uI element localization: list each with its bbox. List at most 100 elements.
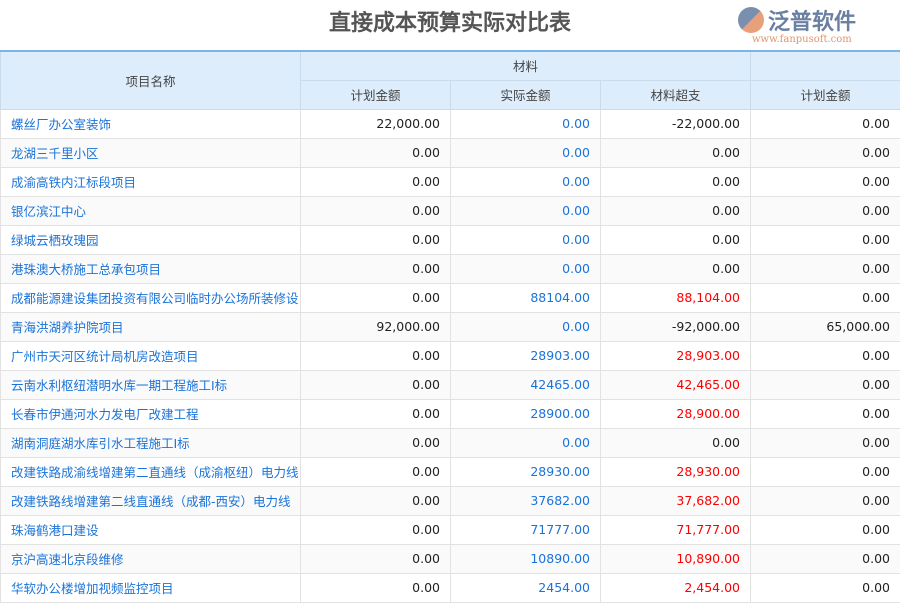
project-name-link[interactable]: 绿城云栖玫瑰园 (1, 225, 301, 254)
header-plan-amount[interactable]: 计划金额 (301, 80, 451, 109)
overrun-cell: 10,890.00 (601, 544, 751, 573)
actual-amount-cell: 0.00 (451, 167, 601, 196)
overrun-cell: 0.00 (601, 225, 751, 254)
actual-amount-cell: 0.00 (451, 196, 601, 225)
overrun-cell: 0.00 (601, 167, 751, 196)
plan-amount-2-cell: 0.00 (751, 399, 900, 428)
project-name-link[interactable]: 长春市伊通河水力发电厂改建工程 (1, 399, 301, 428)
plan-amount-2-cell: 0.00 (751, 254, 900, 283)
project-name-link[interactable]: 螺丝厂办公室装饰 (1, 109, 301, 138)
actual-amount-cell: 0.00 (451, 109, 601, 138)
plan-amount-cell: 0.00 (301, 283, 451, 312)
plan-amount-2-cell: 0.00 (751, 109, 900, 138)
actual-amount-cell: 0.00 (451, 138, 601, 167)
project-name-link[interactable]: 银亿滨江中心 (1, 196, 301, 225)
plan-amount-2-cell: 0.00 (751, 370, 900, 399)
project-name-link[interactable]: 改建铁路线增建第二线直通线（成都-西安）电力线 (1, 486, 301, 515)
project-name-link[interactable]: 京沪高速北京段维修 (1, 544, 301, 573)
plan-amount-cell: 0.00 (301, 457, 451, 486)
header-material-overrun[interactable]: 材料超支 (601, 80, 751, 109)
overrun-cell: 28,903.00 (601, 341, 751, 370)
plan-amount-cell: 0.00 (301, 573, 451, 602)
plan-amount-cell: 0.00 (301, 399, 451, 428)
plan-amount-2-cell: 0.00 (751, 138, 900, 167)
header-material-group: 材料 (301, 51, 751, 80)
plan-amount-2-cell: 0.00 (751, 515, 900, 544)
actual-amount-cell: 88104.00 (451, 283, 601, 312)
project-name-link[interactable]: 湖南洞庭湖水库引水工程施工I标 (1, 428, 301, 457)
plan-amount-2-cell: 0.00 (751, 428, 900, 457)
actual-amount-cell: 0.00 (451, 312, 601, 341)
header-plan-amount-2[interactable]: 计划金额 (751, 80, 900, 109)
plan-amount-2-cell: 0.00 (751, 283, 900, 312)
overrun-cell: 0.00 (601, 138, 751, 167)
project-name-link[interactable]: 成都能源建设集团投资有限公司临时办公场所装修设 (1, 283, 301, 312)
project-name-link[interactable]: 港珠澳大桥施工总承包项目 (1, 254, 301, 283)
plan-amount-cell: 22,000.00 (301, 109, 451, 138)
actual-amount-cell: 28900.00 (451, 399, 601, 428)
actual-amount-cell: 28903.00 (451, 341, 601, 370)
plan-amount-2-cell: 0.00 (751, 341, 900, 370)
plan-amount-cell: 0.00 (301, 428, 451, 457)
header-project-name[interactable]: 项目名称 (1, 51, 301, 109)
overrun-cell: -92,000.00 (601, 312, 751, 341)
plan-amount-cell: 0.00 (301, 225, 451, 254)
plan-amount-2-cell: 0.00 (751, 225, 900, 254)
fanpu-logo: 泛普软件 www.fanpusoft.com (738, 4, 856, 36)
plan-amount-2-cell: 0.00 (751, 573, 900, 602)
actual-amount-cell: 0.00 (451, 428, 601, 457)
project-name-link[interactable]: 成渝高铁内江标段项目 (1, 167, 301, 196)
plan-amount-cell: 0.00 (301, 341, 451, 370)
project-name-link[interactable]: 青海洪湖养护院项目 (1, 312, 301, 341)
project-name-link[interactable]: 龙湖三千里小区 (1, 138, 301, 167)
header-actual-amount[interactable]: 实际金额 (451, 80, 601, 109)
actual-amount-cell: 71777.00 (451, 515, 601, 544)
project-name-link[interactable]: 珠海鹤港口建设 (1, 515, 301, 544)
plan-amount-cell: 0.00 (301, 254, 451, 283)
overrun-cell: 88,104.00 (601, 283, 751, 312)
actual-amount-cell: 42465.00 (451, 370, 601, 399)
plan-amount-2-cell: 0.00 (751, 196, 900, 225)
plan-amount-cell: 0.00 (301, 544, 451, 573)
overrun-cell: -22,000.00 (601, 109, 751, 138)
plan-amount-cell: 0.00 (301, 196, 451, 225)
overrun-cell: 28,930.00 (601, 457, 751, 486)
plan-amount-cell: 92,000.00 (301, 312, 451, 341)
overrun-cell: 37,682.00 (601, 486, 751, 515)
actual-amount-cell: 0.00 (451, 254, 601, 283)
plan-amount-cell: 0.00 (301, 167, 451, 196)
actual-amount-cell: 0.00 (451, 225, 601, 254)
plan-amount-cell: 0.00 (301, 515, 451, 544)
header-next-group (751, 51, 900, 80)
plan-amount-2-cell: 0.00 (751, 167, 900, 196)
project-name-link[interactable]: 广州市天河区统计局机房改造项目 (1, 341, 301, 370)
overrun-cell: 0.00 (601, 254, 751, 283)
logo-url: www.fanpusoft.com (752, 34, 852, 45)
overrun-cell: 28,900.00 (601, 399, 751, 428)
actual-amount-cell: 37682.00 (451, 486, 601, 515)
actual-amount-cell: 10890.00 (451, 544, 601, 573)
project-name-link[interactable]: 云南水利枢纽潜明水库一期工程施工I标 (1, 370, 301, 399)
project-name-link[interactable]: 改建铁路成渝线增建第二直通线（成渝枢纽）电力线 (1, 457, 301, 486)
overrun-cell: 42,465.00 (601, 370, 751, 399)
actual-amount-cell: 28930.00 (451, 457, 601, 486)
overrun-cell: 2,454.00 (601, 573, 751, 602)
overrun-cell: 0.00 (601, 428, 751, 457)
plan-amount-2-cell: 0.00 (751, 457, 900, 486)
actual-amount-cell: 2454.00 (451, 573, 601, 602)
project-name-link[interactable]: 华软办公楼增加视频监控项目 (1, 573, 301, 602)
